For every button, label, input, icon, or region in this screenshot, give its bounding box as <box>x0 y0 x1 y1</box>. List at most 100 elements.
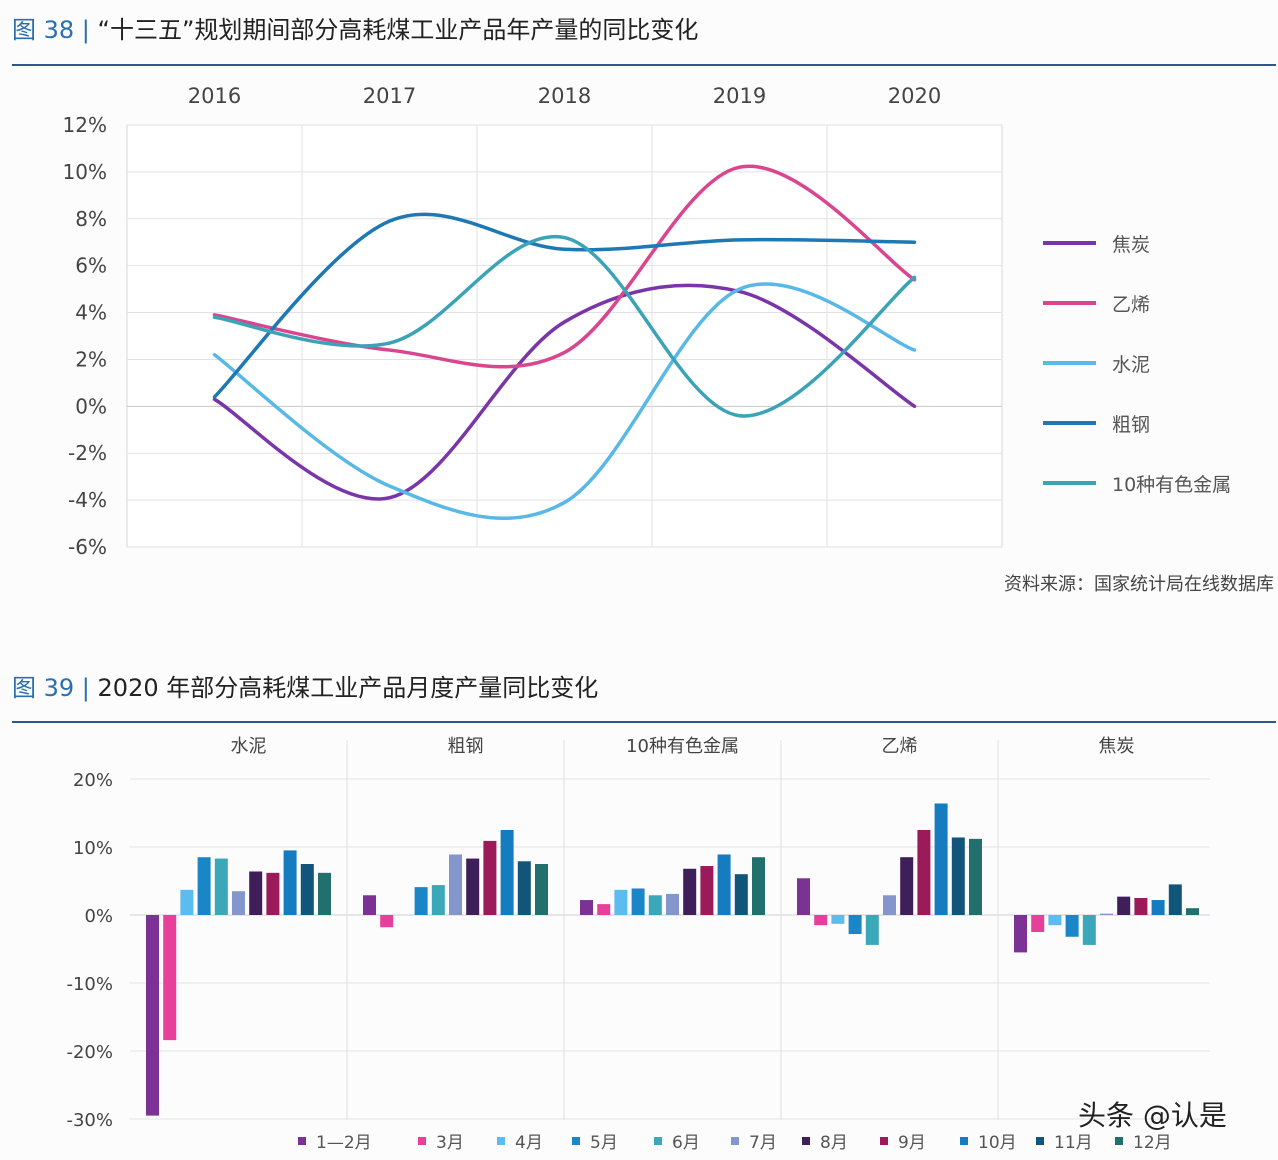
bar-12月-水泥 <box>318 872 331 915</box>
y-tick-label: 10% <box>63 160 107 184</box>
bar-1—2月-焦炭 <box>1014 915 1027 953</box>
bar-3月-粗钢 <box>380 915 394 928</box>
series-line-4 <box>212 234 917 418</box>
legend-swatch <box>880 1137 888 1145</box>
y-tick-label: 10% <box>73 838 113 859</box>
bar-12月-乙烯 <box>969 838 982 915</box>
legend-swatch <box>654 1137 662 1145</box>
bar-11月-乙烯 <box>951 837 965 915</box>
bar-5月-焦炭 <box>1065 915 1079 937</box>
legend-label: 水泥 <box>1112 354 1150 376</box>
bar-9月-焦炭 <box>1134 898 1148 915</box>
legend-label: 焦炭 <box>1112 234 1150 256</box>
y-tick-label: -2% <box>68 441 107 465</box>
bar-10月-焦炭 <box>1151 900 1165 915</box>
legend-label: 12月 <box>1133 1133 1172 1153</box>
source-note: 资料来源：国家统计局在线数据库 <box>1004 574 1274 595</box>
bar-12月-焦炭 <box>1186 908 1199 915</box>
bar-12月-粗钢 <box>535 864 548 915</box>
watermark: 头条 @认是 <box>1078 1099 1227 1132</box>
x-tick-label: 2016 <box>188 84 241 108</box>
bar-1—2月-粗钢 <box>363 895 376 915</box>
figure-38-label: 图 38 | <box>12 16 90 44</box>
legend-swatch <box>497 1137 505 1145</box>
legend-label: 乙烯 <box>1112 294 1150 316</box>
bar-11月-10种有色金属 <box>734 874 748 915</box>
bar-1—2月-10种有色金属 <box>580 900 593 915</box>
plot-area <box>126 124 1003 548</box>
bar-7月-水泥 <box>232 891 245 915</box>
bar-7月-粗钢 <box>449 854 462 915</box>
divider <box>12 721 1276 723</box>
bar-8月-10种有色金属 <box>683 868 697 915</box>
y-tick-label: 0% <box>84 906 113 927</box>
legend-label: 4月 <box>515 1133 543 1153</box>
series-line-3 <box>212 212 917 399</box>
y-tick-label: -30% <box>66 1110 113 1131</box>
legend-swatch <box>572 1137 580 1145</box>
bar-5月-粗钢 <box>414 887 428 915</box>
bar-3月-乙烯 <box>814 915 828 926</box>
y-tick-label: 6% <box>75 254 107 278</box>
x-tick-label: 2018 <box>538 84 591 108</box>
bar-4月-焦炭 <box>1048 915 1062 926</box>
bar-4月-乙烯 <box>831 915 845 924</box>
bar-3月-10种有色金属 <box>597 904 611 915</box>
bar-9月-10种有色金属 <box>700 866 714 915</box>
legend-swatch <box>418 1137 426 1145</box>
legend-label: 7月 <box>749 1133 777 1153</box>
legend-swatch <box>802 1137 810 1145</box>
series-line-0 <box>212 283 917 501</box>
bar-1—2月-水泥 <box>146 915 159 1116</box>
bar-10月-乙烯 <box>934 803 948 915</box>
group-label: 焦炭 <box>1099 736 1135 757</box>
legend-swatch <box>298 1137 306 1145</box>
bar-5月-10种有色金属 <box>631 888 645 915</box>
bar-8月-粗钢 <box>466 858 480 915</box>
legend-label: 粗钢 <box>1112 414 1150 436</box>
legend-label: 11月 <box>1054 1133 1093 1153</box>
x-tick-label: 2017 <box>363 84 416 108</box>
legend-swatch <box>731 1137 739 1145</box>
y-tick-label: -10% <box>66 974 113 995</box>
y-tick-label: 20% <box>73 770 113 791</box>
bar-10月-粗钢 <box>500 830 514 915</box>
bar-10月-10种有色金属 <box>717 854 731 915</box>
y-tick-label: 0% <box>75 394 107 418</box>
figure-38-title: 图 38 | “十三五”规划期间部分高耗煤工业产品年产量的同比变化 <box>12 10 698 45</box>
bar-9月-粗钢 <box>483 840 497 915</box>
y-tick-label: 4% <box>75 301 107 325</box>
y-tick-label: 2% <box>75 347 107 371</box>
legend-label: 3月 <box>436 1133 464 1153</box>
group-label: 水泥 <box>231 736 267 757</box>
bar-10月-水泥 <box>283 850 297 915</box>
y-tick-label: 8% <box>75 207 107 231</box>
group-label: 乙烯 <box>882 736 918 757</box>
figure-39-title: 图 39 | 2020 年部分高耗煤工业产品月度产量同比变化 <box>12 668 598 703</box>
series-line-1 <box>212 164 917 369</box>
legend-swatch <box>1115 1137 1123 1145</box>
bar-7月-10种有色金属 <box>666 893 679 915</box>
bar-8月-焦炭 <box>1117 896 1131 915</box>
group-label: 10种有色金属 <box>626 736 739 757</box>
bar-4月-水泥 <box>180 889 194 915</box>
bar-8月-水泥 <box>249 871 263 915</box>
legend-label: 8月 <box>820 1133 848 1153</box>
divider <box>12 64 1276 66</box>
bar-7月-乙烯 <box>883 895 896 915</box>
figure-38-title-text: “十三五”规划期间部分高耗煤工业产品年产量的同比变化 <box>97 16 699 44</box>
bar-9月-水泥 <box>266 872 280 915</box>
y-tick-label: -4% <box>68 488 107 512</box>
figure-39-title-text: 2020 年部分高耗煤工业产品月度产量同比变化 <box>97 674 599 702</box>
y-tick-label: 12% <box>63 113 107 137</box>
bar-6月-乙烯 <box>865 915 879 945</box>
bar-11月-粗钢 <box>517 861 531 915</box>
legend-label: 10种有色金属 <box>1112 474 1231 496</box>
x-tick-label: 2019 <box>713 84 766 108</box>
bar-5月-乙烯 <box>848 915 862 935</box>
group-label: 粗钢 <box>448 736 484 757</box>
y-tick-label: -20% <box>66 1042 113 1063</box>
bar-1—2月-乙烯 <box>797 878 810 915</box>
x-tick-label: 2020 <box>888 84 941 108</box>
